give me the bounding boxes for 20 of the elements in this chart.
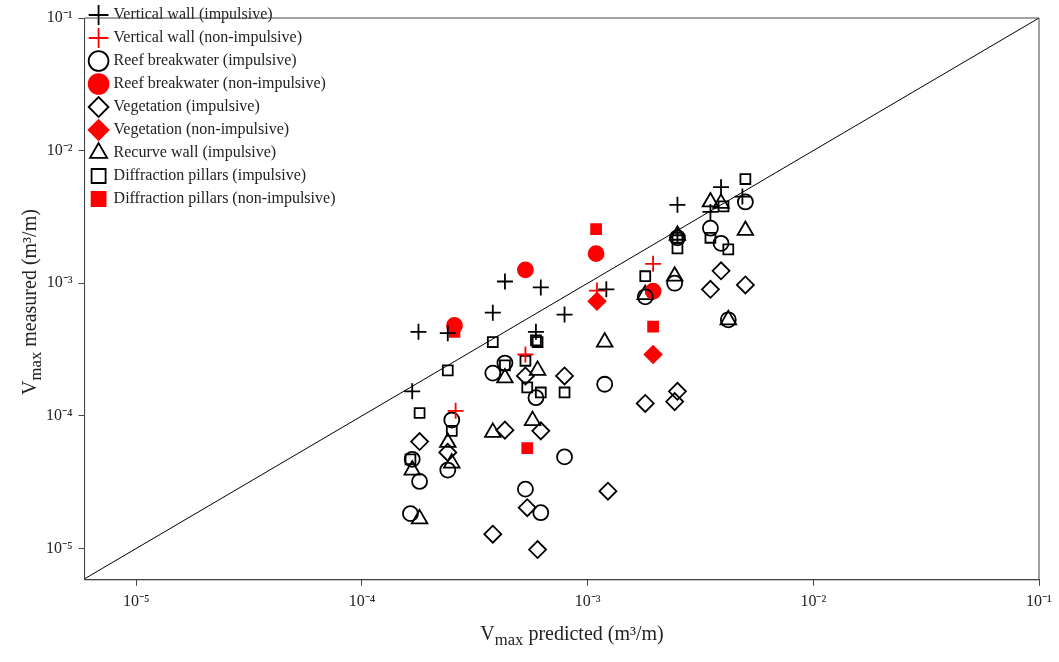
x-tick-label: 10⁻³ bbox=[574, 591, 601, 609]
legend-label: Vegetation (impulsive) bbox=[113, 97, 260, 116]
legend-label: Reef breakwater (non-impulsive) bbox=[113, 74, 326, 93]
x-axis-title: V$_{max}$ predicted (m³/m) bbox=[479, 622, 665, 650]
legend-label: Vertical wall (non-impulsive) bbox=[113, 28, 302, 47]
y-tick-label: 10⁻⁴ bbox=[46, 406, 73, 424]
x-tick-label: 10⁻⁵ bbox=[123, 591, 150, 609]
legend-label: Diffraction pillars (impulsive) bbox=[113, 166, 307, 185]
y-tick-label: 10⁻³ bbox=[46, 273, 73, 291]
x-tick-label: 10⁻¹ bbox=[1026, 591, 1053, 609]
y-tick-label: 10⁻² bbox=[46, 140, 73, 158]
legend-label: Reef breakwater (impulsive) bbox=[113, 51, 297, 70]
legend-label: Recurve wall (impulsive) bbox=[113, 143, 277, 162]
legend-label: Vertical wall (impulsive) bbox=[113, 5, 273, 24]
legend-label: Diffraction pillars (non-impulsive) bbox=[113, 189, 336, 208]
x-tick-label: 10⁻⁴ bbox=[348, 591, 376, 609]
y-tick-label: 10⁻⁵ bbox=[46, 538, 73, 556]
legend-label: Vegetation (non-impulsive) bbox=[113, 120, 290, 139]
x-tick-label: 10⁻² bbox=[800, 591, 827, 609]
y-tick-label: 10⁻¹ bbox=[46, 8, 73, 26]
